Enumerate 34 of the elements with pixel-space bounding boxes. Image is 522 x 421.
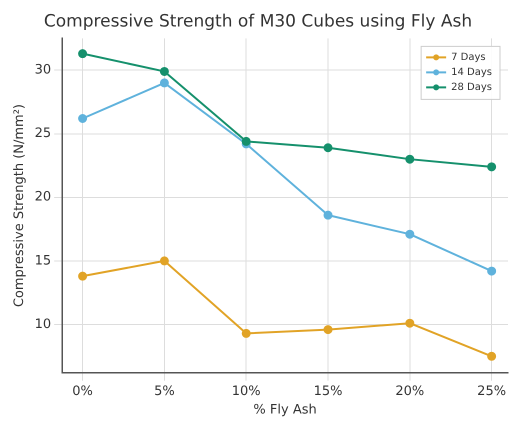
y-axis-title: Compressive Strength (N/mm²) [12,104,28,308]
x-tick-label: 20% [395,384,424,399]
point [405,154,414,164]
point [487,266,496,276]
point [405,318,414,328]
x-axis-title: % Fly Ash [253,402,317,418]
x-tick-label: 0% [72,384,93,399]
x-tick-label: 15% [314,384,342,399]
point [324,210,333,220]
x-tick-label: 10% [232,384,261,399]
y-tick-label: 20 [34,190,52,205]
legend-label: 7 Days [451,52,486,63]
point [324,325,333,334]
point [78,272,88,281]
legend-label: 28 Days [451,82,492,93]
point [324,143,333,152]
y-tick-label: 25 [34,126,52,142]
point [78,114,88,124]
point [242,328,251,338]
point [242,136,251,146]
point [405,230,414,239]
x-tick-label: 5% [154,384,175,399]
point [78,49,88,58]
point [160,66,169,76]
point [160,256,169,266]
point [487,162,496,172]
chart-title: Compressive Strength of M30 Cubes using Fly Ash [44,12,472,32]
point [487,352,496,361]
legend-label: 14 Days [451,66,492,78]
y-tick-label: 10 [34,316,52,332]
y-tick-label: 15 [34,253,52,268]
x-tick-label: 25% [477,384,506,399]
y-tick-label: 30 [34,62,52,78]
point [160,78,169,88]
